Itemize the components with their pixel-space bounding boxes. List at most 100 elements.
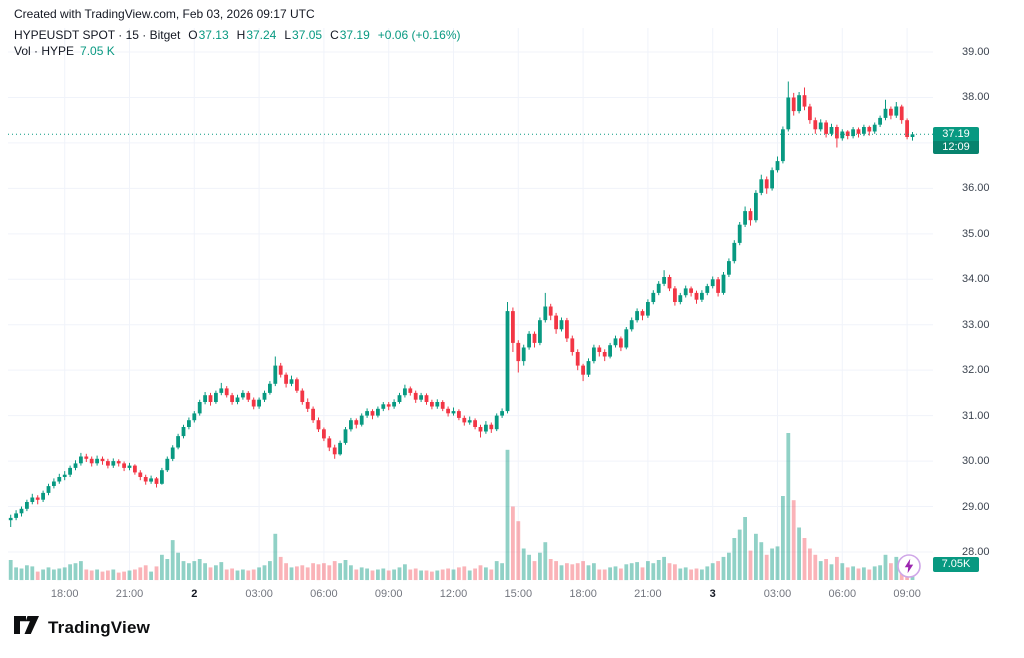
volume-bar <box>516 521 521 580</box>
volume-bar <box>673 564 677 581</box>
volume-bar <box>781 496 785 580</box>
volume-bar <box>640 567 645 580</box>
volume-bar <box>710 563 715 580</box>
volume-bar <box>241 569 245 580</box>
volume-bar <box>41 569 45 580</box>
volume-bar <box>311 563 315 580</box>
candle-body <box>565 320 569 339</box>
volume-bar <box>770 548 774 580</box>
volume-bar <box>716 561 720 580</box>
candle-body <box>802 95 807 107</box>
volume-bar <box>764 554 769 580</box>
candle-body <box>381 404 386 409</box>
candle-body <box>214 392 218 402</box>
volume-bar <box>797 527 801 580</box>
volume-bar <box>689 569 693 580</box>
volume-bar <box>84 569 89 580</box>
volume-bar <box>748 550 753 580</box>
volume-bar <box>106 570 110 580</box>
candle-body <box>597 347 602 352</box>
candle-body <box>241 392 245 398</box>
volume-bar <box>451 569 456 580</box>
price-tick-label: 39.00 <box>962 46 990 58</box>
volume-bar <box>754 533 758 580</box>
candle-body <box>149 478 153 482</box>
volume-bar <box>662 556 666 580</box>
candle-body <box>721 274 726 293</box>
ohlc-close: C 37.19 <box>330 28 370 42</box>
volume-bar <box>322 563 326 580</box>
candle-body <box>41 492 45 500</box>
candle-body <box>284 374 288 384</box>
volume-bar <box>392 569 396 580</box>
candle-body <box>737 224 742 243</box>
candle-body <box>867 127 872 132</box>
volume-bar <box>505 449 510 580</box>
tradingview-logo-text[interactable]: TradingView <box>48 617 151 637</box>
candle-body <box>187 420 191 427</box>
volume-bar <box>19 568 24 581</box>
candle-body <box>662 277 666 284</box>
candle-body <box>84 456 89 459</box>
candle-body <box>505 311 510 412</box>
volume-bar <box>257 567 261 580</box>
quick-trade-button[interactable] <box>896 553 922 579</box>
volume-bar <box>889 563 893 580</box>
candle-body <box>527 333 531 348</box>
candle-body <box>710 279 715 287</box>
volume-bar <box>284 563 288 580</box>
candle-body <box>316 420 321 430</box>
candle-body <box>635 311 639 321</box>
candle-body <box>808 106 812 121</box>
candle-body <box>775 161 780 171</box>
volume-bar <box>743 517 747 580</box>
candle-body <box>910 134 915 137</box>
lightning-icon <box>897 554 921 578</box>
candle-body <box>197 402 202 414</box>
candle-body <box>700 292 704 300</box>
candle-body <box>462 417 467 423</box>
volume-bar <box>100 571 105 580</box>
volume-bar <box>149 571 153 580</box>
candle-body <box>624 329 629 348</box>
volume-bar <box>548 559 553 580</box>
candle-body <box>629 320 634 330</box>
price-tick-label: 30.00 <box>962 455 990 468</box>
candle-body <box>829 127 834 134</box>
volume-bar <box>316 564 321 581</box>
volume-bar <box>127 570 132 580</box>
volume-bar <box>230 568 234 581</box>
candle-body <box>559 320 564 330</box>
volume-bar <box>473 568 477 581</box>
candle-body <box>743 211 747 225</box>
volume-layer <box>8 433 915 581</box>
candle-body <box>408 388 413 393</box>
time-tick-label: 03:00 <box>763 588 792 600</box>
time-tick-label: 18:00 <box>50 588 79 600</box>
low-label: L <box>284 28 292 42</box>
volume-legend: Vol · HYPE 7.05 K <box>14 44 115 58</box>
volume-bar <box>651 563 656 580</box>
volume-bar <box>278 556 283 580</box>
symbol-title[interactable]: HYPEUSDT SPOT · 15 · Bitget <box>14 28 181 42</box>
volume-bar <box>500 563 504 580</box>
candle-body <box>305 402 310 409</box>
volume-bar <box>295 566 299 581</box>
volume-bar <box>813 554 818 580</box>
volume-bar <box>565 563 569 580</box>
tradingview-logo-icon[interactable] <box>13 615 40 640</box>
candle-body <box>797 95 801 112</box>
candle-body <box>689 288 693 293</box>
volume-bar <box>408 569 413 580</box>
price-tick-label: 31.00 <box>962 409 990 422</box>
candle-body <box>46 486 51 493</box>
volume-bar <box>192 561 197 580</box>
volume-bar <box>197 559 202 580</box>
candle-body <box>683 288 688 296</box>
candle-body <box>19 508 24 514</box>
last-price-value: 37.19 <box>933 127 979 142</box>
candle-body <box>575 352 580 366</box>
candle-body <box>386 404 391 407</box>
